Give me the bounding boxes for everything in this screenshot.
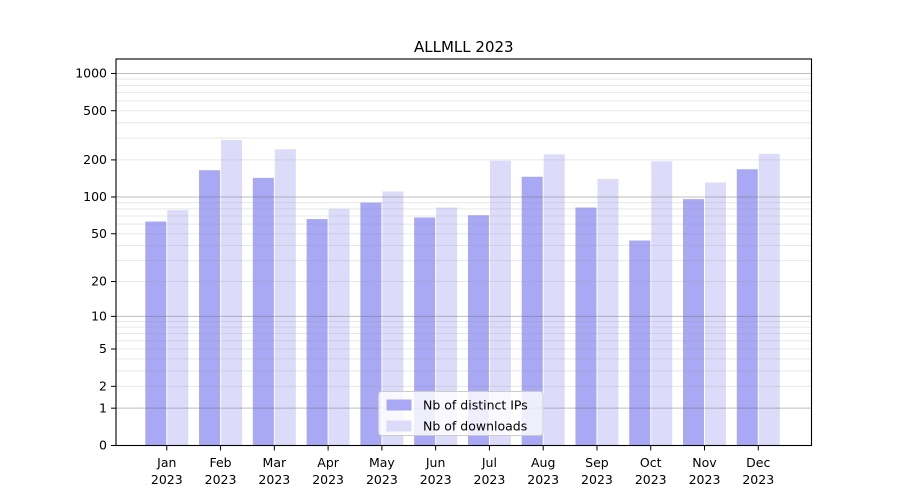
bar-downloads-jan	[167, 210, 189, 446]
x-tick-label-year: 2023	[474, 472, 506, 487]
bar-downloads-sep	[597, 178, 619, 446]
x-tick-label-month: Aug	[531, 455, 555, 470]
y-tick-label: 20	[91, 274, 107, 289]
x-tick-label-year: 2023	[689, 472, 721, 487]
y-tick-label: 1	[99, 400, 107, 415]
bar-downloads-jun	[436, 207, 458, 446]
legend-swatch-downloads	[386, 420, 412, 432]
bar-downloads-mar	[274, 149, 296, 446]
x-axis: Jan 2023 Feb 2023 Mar 2023 Apr 2023 May 2023 Jun 20…	[151, 445, 774, 487]
bar-downloads-may	[382, 191, 404, 446]
y-tick-label: 50	[91, 226, 107, 241]
chart-title: ALLMLL 2023	[414, 38, 514, 56]
x-tick-label-month: Dec	[746, 455, 770, 470]
bar-downloads-apr	[328, 208, 350, 446]
x-tick-label-month: Mar	[263, 455, 287, 470]
bar-ips-apr	[306, 219, 328, 446]
bar-downloads-feb	[221, 139, 243, 446]
bar-ips-nov	[683, 199, 704, 446]
bar-ips-aug	[521, 176, 543, 446]
bar-downloads-oct	[651, 161, 673, 446]
legend-swatch-distinct-ips	[386, 399, 412, 411]
x-tick-label-month: Nov	[692, 455, 717, 470]
y-tick-label: 1000	[75, 66, 107, 81]
y-tick-label: 2	[99, 379, 107, 394]
bar-downloads-jul	[489, 160, 511, 446]
x-tick-label-month: Jul	[481, 455, 497, 470]
x-tick-label-year: 2023	[151, 472, 183, 487]
legend-label-distinct-ips: Nb of distinct IPs	[423, 398, 528, 413]
bar-downloads-dec	[758, 153, 780, 446]
x-tick-label-month: Oct	[640, 455, 662, 470]
x-tick-label-year: 2023	[420, 472, 452, 487]
x-tick-label-year: 2023	[742, 472, 774, 487]
x-tick-label-month: Feb	[209, 455, 231, 470]
bar-ips-mar	[252, 177, 274, 446]
bar-ips-sep	[575, 207, 597, 446]
y-tick-label: 5	[99, 341, 107, 356]
legend-box	[378, 391, 544, 436]
x-tick-label-year: 2023	[635, 472, 667, 487]
y-tick-label: 500	[83, 103, 107, 118]
y-tick-label: 0	[99, 438, 107, 453]
x-tick-label-year: 2023	[258, 472, 290, 487]
y-tick-label: 10	[91, 309, 107, 324]
x-tick-label-month: May	[369, 455, 395, 470]
x-tick-label-year: 2023	[527, 472, 559, 487]
y-axis: 0 1 2 5 10 20 50 100 200 500 1000	[75, 66, 116, 453]
bar-ips-oct	[629, 240, 651, 446]
legend-label-downloads: Nb of downloads	[423, 419, 527, 434]
x-tick-label-month: Sep	[585, 455, 609, 470]
bar-ips-jan	[145, 221, 167, 446]
bar-downloads-aug	[543, 154, 565, 446]
bar-downloads-nov	[705, 182, 726, 446]
x-tick-label-year: 2023	[581, 472, 613, 487]
bar-ips-jun	[414, 217, 436, 446]
x-tick-label-year: 2023	[312, 472, 344, 487]
bar-ips-feb	[199, 170, 221, 446]
x-tick-label-year: 2023	[205, 472, 237, 487]
x-tick-label-month: Jan	[156, 455, 176, 470]
legend: Nb of distinct IPs Nb of downloads	[378, 391, 544, 436]
bar-ips-may	[360, 202, 382, 446]
y-tick-label: 100	[83, 189, 107, 204]
bar-ips-jul	[467, 215, 489, 446]
y-tick-label: 200	[83, 152, 107, 167]
plot-frame	[115, 58, 813, 447]
bar-ips-dec	[736, 169, 758, 446]
x-tick-label-month: Jun	[425, 455, 446, 470]
x-tick-label-year: 2023	[366, 472, 398, 487]
bars-layer	[145, 139, 780, 446]
x-tick-label-month: Apr	[317, 455, 339, 470]
gridlines-layer	[116, 72, 812, 409]
